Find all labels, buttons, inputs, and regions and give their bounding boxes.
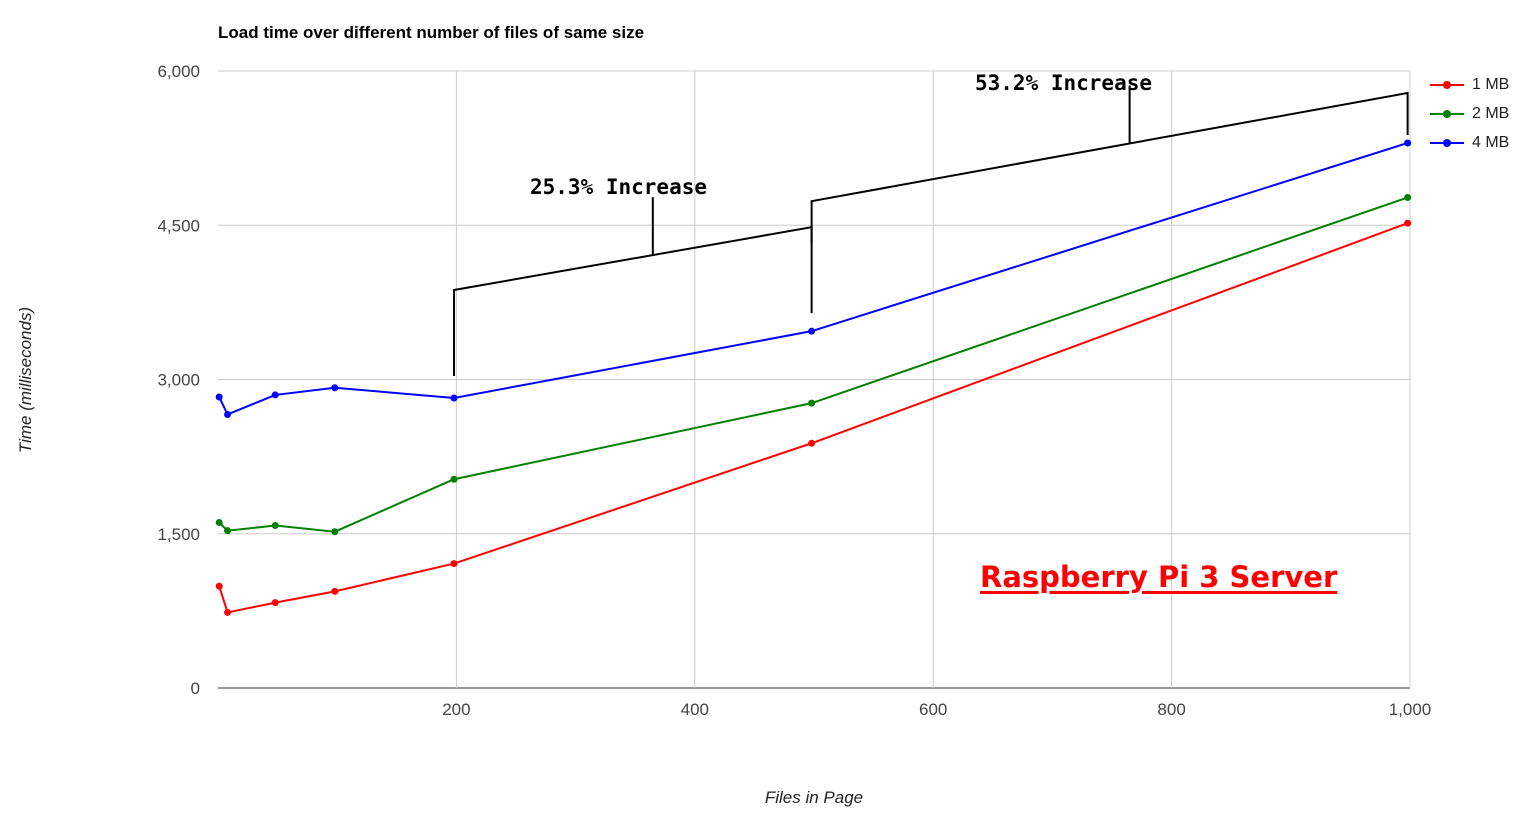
data-point (331, 528, 339, 536)
data-point (331, 384, 339, 392)
y-tick-label: 0 (191, 679, 200, 698)
chart-title: Load time over different number of files… (218, 23, 645, 42)
data-point (1404, 193, 1412, 201)
data-point (331, 587, 339, 595)
x-tick-label: 400 (681, 700, 709, 719)
x-tick-label: 600 (919, 700, 947, 719)
bracket-53-percent (810, 91, 1409, 244)
data-point (1404, 139, 1412, 147)
data-point (271, 599, 279, 607)
data-point (224, 527, 232, 535)
data-point (450, 560, 458, 568)
legend-label-2mb: 2 MB (1472, 104, 1510, 122)
bracket-25-percent (453, 225, 813, 377)
data-point (450, 394, 458, 402)
x-tick-label: 800 (1157, 700, 1185, 719)
data-point (271, 522, 279, 530)
legend-swatch-4mb (1430, 137, 1464, 149)
data-point (808, 439, 816, 447)
legend-label-4mb: 4 MB (1472, 133, 1510, 151)
legend-item-4mb: 4 MB (1430, 128, 1509, 157)
y-tick-label: 1,500 (157, 525, 200, 544)
legend-label-1mb: 1 MB (1472, 75, 1510, 93)
data-point (215, 518, 223, 526)
data-point (808, 327, 816, 335)
data-point (215, 582, 223, 590)
legend-item-2mb: 2 MB (1430, 99, 1509, 128)
legend-item-1mb: 1 MB (1430, 70, 1509, 99)
data-point (224, 410, 232, 418)
data-point (450, 475, 458, 483)
x-axis-label: Files in Page (764, 788, 864, 807)
x-tick-label: 1,000 (1389, 700, 1432, 719)
data-point (1404, 219, 1412, 227)
data-point (215, 393, 223, 401)
y-tick-label: 4,500 (157, 216, 200, 235)
legend-swatch-2mb (1430, 108, 1464, 120)
data-point (808, 399, 816, 407)
watermark-text: Raspberry Pi 3 Server (980, 560, 1338, 594)
series-line-2 (218, 142, 1408, 416)
series-line-0 (218, 222, 1408, 614)
data-point (271, 391, 279, 399)
legend-swatch-1mb (1430, 79, 1464, 91)
annotation-25-percent: 25.3% Increase (530, 175, 708, 199)
x-tick-label: 200 (442, 700, 470, 719)
legend: 1 MB 2 MB 4 MB (1430, 70, 1509, 157)
data-point (224, 608, 232, 616)
y-tick-label: 6,000 (157, 62, 200, 81)
annotation-53-percent: 53.2% Increase (975, 71, 1153, 95)
y-tick-label: 3,000 (157, 371, 200, 390)
series-line-1 (218, 196, 1408, 533)
